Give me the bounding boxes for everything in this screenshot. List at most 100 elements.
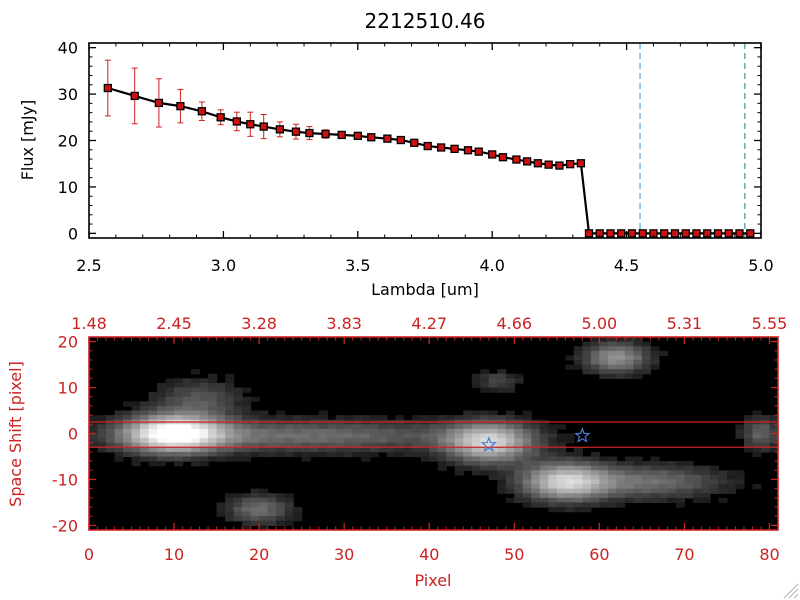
image-pixel <box>157 461 167 467</box>
image-pixel <box>429 415 439 421</box>
image-pixel <box>310 447 320 453</box>
image-pixel <box>565 438 575 444</box>
y-axis-label: Flux [mJy] <box>18 100 37 181</box>
spectrum-plot-frame <box>88 42 762 239</box>
image-pixel <box>191 428 201 435</box>
image-pixel <box>378 433 388 439</box>
image-pixel <box>497 415 507 421</box>
image-pixel <box>420 415 430 421</box>
image-pixel <box>735 474 745 481</box>
image-pixel <box>514 424 524 430</box>
image-pixel <box>191 401 201 407</box>
image-pixel <box>429 438 439 444</box>
image-pixel <box>233 438 243 444</box>
image-pixel <box>395 447 405 453</box>
spectrum-ticks: 2.5 3.0 3.5 4.0 4.5 5.0 0 10 20 30 40 <box>58 39 774 275</box>
image-pixel <box>684 479 694 485</box>
image-pixel <box>616 465 626 471</box>
data-point <box>498 153 508 162</box>
image-pixel <box>420 451 430 458</box>
image-pixel <box>233 415 243 421</box>
image-pixel <box>573 488 583 494</box>
image-pixel <box>565 493 575 499</box>
x-tick-label: 5.0 <box>748 256 773 275</box>
image-pixel <box>735 470 745 476</box>
image-pixel <box>208 392 218 398</box>
image-pixel <box>599 341 609 347</box>
image-pixel <box>769 442 779 448</box>
image-pixel <box>429 456 439 462</box>
image-pixel <box>599 497 609 504</box>
image-pixel <box>599 493 609 499</box>
image-pixel <box>361 438 371 444</box>
image-pixel <box>480 451 490 458</box>
image-pixel <box>735 428 745 435</box>
image-pixel <box>650 355 660 361</box>
image-pixel <box>471 424 481 430</box>
image-pixel <box>488 410 498 416</box>
image-pixel <box>539 461 549 467</box>
image-pixel <box>480 456 490 462</box>
image-pixel <box>539 428 549 435</box>
image-pixel <box>242 428 252 435</box>
chart-title: 2212510.46 <box>365 9 486 33</box>
image-pixel <box>573 465 583 471</box>
image-pixel <box>250 488 260 494</box>
image-pixel <box>267 520 277 527</box>
image-pixel <box>318 451 328 458</box>
image-pixel <box>446 424 456 430</box>
image-pixel <box>573 461 583 467</box>
image-pixel <box>174 396 184 402</box>
image-pixel <box>174 410 184 416</box>
image-pixel <box>216 447 226 453</box>
shift-tick-label: 10 <box>58 379 78 398</box>
image-pixel <box>89 424 99 430</box>
image-pixel <box>488 465 498 471</box>
image-pixel <box>208 410 218 416</box>
image-pixel <box>471 438 481 444</box>
image-pixel <box>726 474 737 481</box>
pixel-tick-label: 50 <box>504 545 524 564</box>
image-pixel <box>165 396 175 402</box>
image-pixel <box>123 401 133 407</box>
image-pixel <box>352 428 362 435</box>
image-pixel <box>471 428 481 435</box>
image-pixel <box>199 451 209 458</box>
image-pixel <box>276 511 286 517</box>
image-pixel <box>607 337 617 343</box>
image-pixel <box>514 433 524 439</box>
image-pixel <box>327 424 337 430</box>
image-pixel <box>123 438 133 444</box>
image-pixel <box>157 433 167 439</box>
image-pixel <box>191 424 201 430</box>
image-pixel <box>284 493 294 499</box>
image-pixel <box>157 428 167 435</box>
image-pixel <box>174 461 184 467</box>
data-point <box>746 229 755 238</box>
image-pixel <box>242 438 252 444</box>
image-pixel <box>157 415 167 421</box>
image-pixel <box>624 346 634 352</box>
image-pixel <box>471 382 481 389</box>
image-pixel <box>633 373 643 379</box>
image-pixel <box>463 428 473 435</box>
image-pixel <box>599 456 609 462</box>
image-pixel <box>624 497 634 504</box>
image-pixel <box>769 438 779 444</box>
image-pixel <box>454 451 464 458</box>
image-pixel <box>522 488 532 494</box>
image-pixel <box>565 507 575 513</box>
image-pixel <box>437 433 447 439</box>
data-point <box>197 107 207 116</box>
resize-grip-icon[interactable] <box>783 583 799 599</box>
image-pixel <box>616 341 626 347</box>
image-pixel <box>497 424 507 430</box>
image-pixel <box>242 442 252 448</box>
image-pixel <box>199 461 209 467</box>
image-pixel <box>624 456 634 462</box>
image-pixel <box>573 493 583 499</box>
image-pixel <box>556 488 566 494</box>
image-pixel <box>633 359 643 366</box>
image-pixel <box>361 415 371 421</box>
image-pixel <box>250 433 260 439</box>
